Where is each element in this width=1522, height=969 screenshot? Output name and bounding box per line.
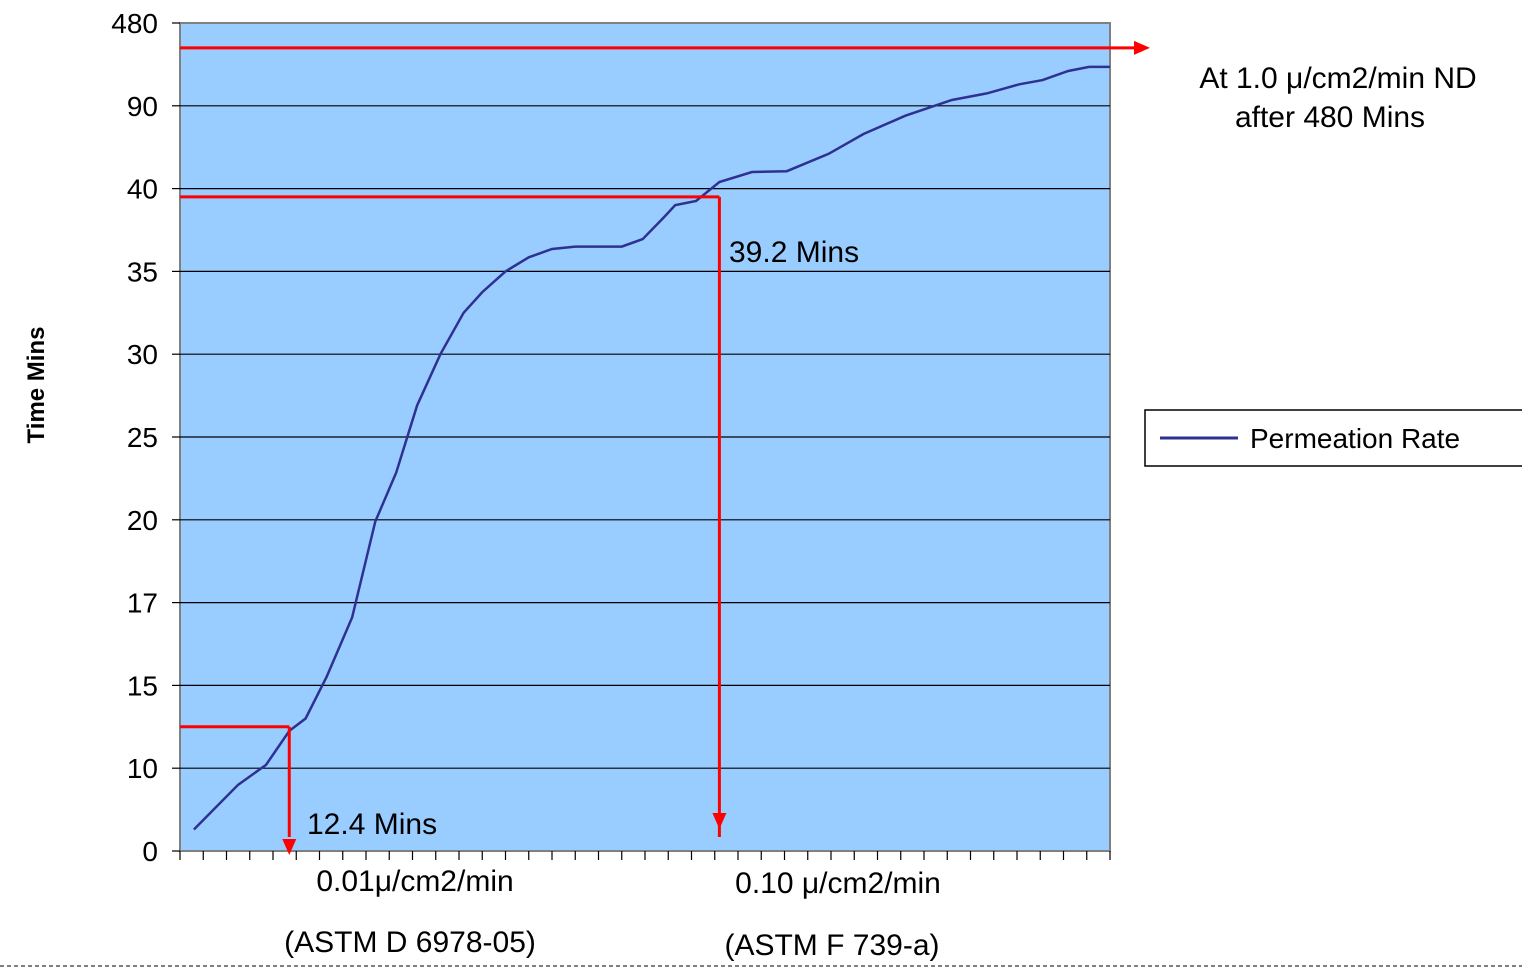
y-tick-label-10: 10 [127,753,158,784]
y-tick-label-30: 30 [127,339,158,370]
y-tick-label-15: 15 [127,670,158,701]
legend: Permeation Rate [1144,409,1522,467]
y-tick-label-0: 0 [142,836,158,867]
y-axis-label: Time Mins [23,327,50,444]
y-tick-label-480: 480 [111,8,158,39]
annotation-39-2-mins: 39.2 Mins [729,236,859,269]
rate-label-0-01: 0.01μ/cm2/min [316,865,513,898]
y-axis-tick-labels: 0 10 15 17 20 25 30 35 40 90 480 [111,8,180,867]
series-layer [193,65,1110,831]
legend-label: Permeation Rate [1250,423,1460,454]
reference-lines [180,40,1150,855]
y-tick-label-25: 25 [127,422,158,453]
standard-label-astm-d: (ASTM D 6978-05) [284,926,536,959]
y-tick-label-90: 90 [127,91,158,122]
grid-lines [180,105,1110,769]
reference-arrow-0 [282,839,297,855]
y-tick-label-17: 17 [127,588,158,619]
annotation-nd-line1: At 1.0 μ/cm2/min ND [1199,62,1476,95]
y-tick-label-35: 35 [127,256,158,287]
annotation-nd-line2: after 480 Mins [1235,101,1425,134]
rate-label-0-10: 0.10 μ/cm2/min [735,867,941,900]
series-line-permeation-rate [193,65,1110,831]
reference-arrow-1 [712,813,727,829]
reference-arrow-2 [1134,40,1150,55]
annotation-12-4-mins: 12.4 Mins [307,808,437,841]
x-axis-ticks [179,851,1111,860]
standard-label-astm-f: (ASTM F 739-a) [724,929,939,962]
y-tick-label-20: 20 [127,505,158,536]
y-tick-label-40: 40 [127,174,158,205]
